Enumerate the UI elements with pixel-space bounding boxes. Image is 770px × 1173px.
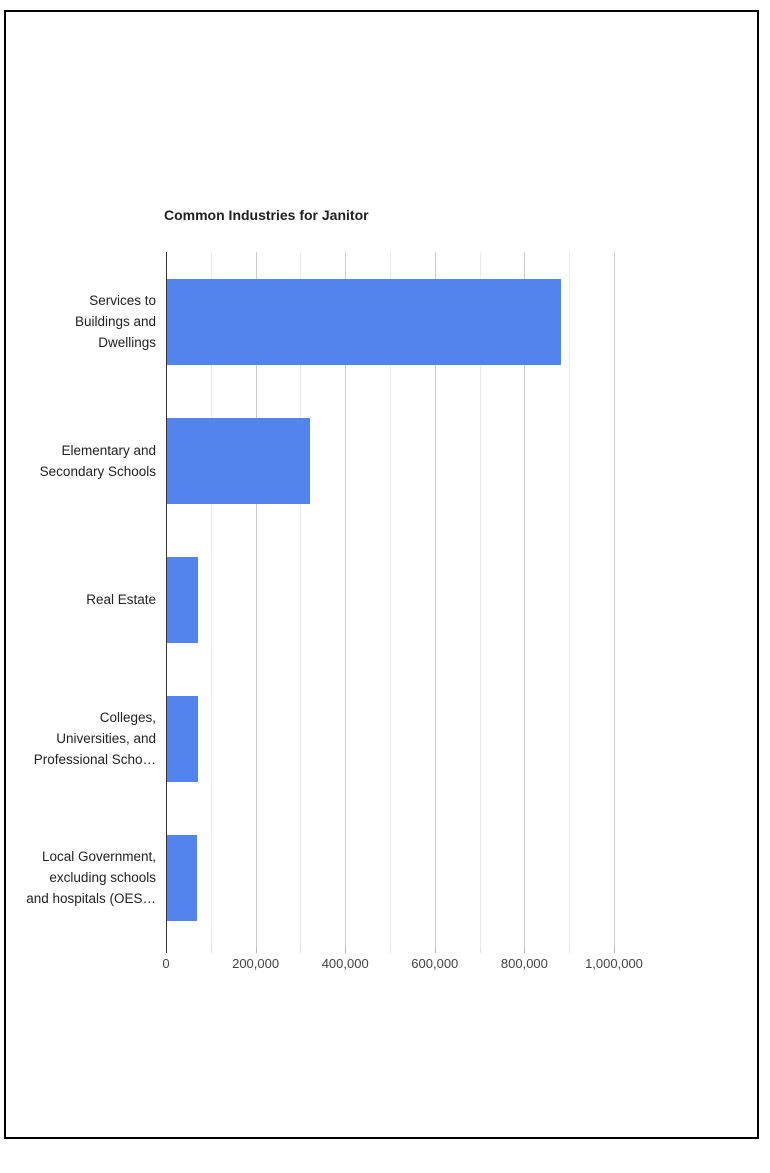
category-label: Real Estate <box>86 592 156 607</box>
category-label: Services to Buildings and Dwellings <box>74 293 156 350</box>
x-axis-label: 200,000 <box>232 956 280 971</box>
x-axis-tick <box>614 947 615 953</box>
bar-2[interactable] <box>167 417 311 504</box>
category-label: Elementary and Secondary Schools <box>39 442 156 479</box>
gridline <box>300 252 302 947</box>
bar-4[interactable] <box>167 695 199 782</box>
axis-baseline <box>166 252 167 947</box>
plot-area: 0 200,000 400,000 600,000 800,000 1,000,000 Se… <box>26 252 711 971</box>
bar-3[interactable] <box>167 556 199 643</box>
gridline <box>434 252 436 947</box>
gridline <box>569 252 571 947</box>
x-axis-tick <box>434 947 436 953</box>
bar-5[interactable] <box>167 834 198 921</box>
gridline <box>345 252 347 947</box>
gridline <box>390 252 391 947</box>
x-axis-tick <box>524 947 526 953</box>
x-axis-tick <box>479 947 481 953</box>
gridline <box>479 252 481 947</box>
category-label: Colleges, Universities, and Professional… <box>33 710 156 767</box>
x-axis-tick <box>166 947 167 953</box>
x-axis-tick <box>569 947 571 953</box>
bar-1[interactable] <box>167 278 562 365</box>
x-axis-tick <box>210 947 212 953</box>
page-border-frame: Common Industries for Janitor 0 200,000 40… <box>4 10 759 1139</box>
x-axis-tick <box>345 947 347 953</box>
x-axis-tick <box>255 947 257 953</box>
category-label: Local Government, excluding schools and … <box>26 849 156 906</box>
gridline <box>210 252 212 947</box>
x-axis-tick <box>300 947 302 953</box>
gridline <box>255 252 257 947</box>
gridline <box>524 252 526 947</box>
x-axis-tick <box>390 947 391 953</box>
x-axis-label: 1,000,000 <box>585 956 643 971</box>
gridline <box>614 252 615 947</box>
x-axis-label: 400,000 <box>321 956 369 971</box>
chart-title: Common Industries for Janitor <box>164 207 369 223</box>
x-axis-label: 800,000 <box>500 956 548 971</box>
x-axis-label: 0 <box>162 956 170 971</box>
x-axis-label: 600,000 <box>411 956 459 971</box>
